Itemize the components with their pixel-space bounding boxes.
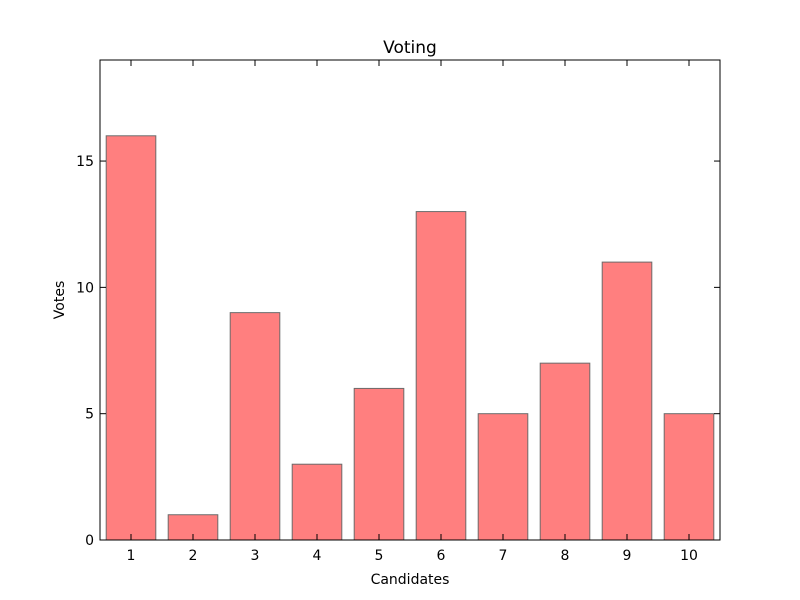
chart-title: Voting	[383, 38, 437, 58]
x-tick-label: 3	[251, 548, 260, 564]
bar-candidate-4	[291, 463, 343, 541]
bar-candidate-3	[229, 312, 281, 541]
y-axis-label: Votes	[52, 281, 68, 319]
bars-group	[105, 135, 715, 541]
bar-candidate-6	[415, 211, 467, 541]
y-tick-label: 5	[85, 407, 94, 423]
y-axis-ticks: 0 5 10 15	[76, 154, 720, 549]
x-axis-ticks: 1 2 3 4 5 6 7 8 9 10	[127, 60, 698, 564]
x-tick-label: 6	[437, 548, 446, 564]
bar-candidate-8	[539, 362, 591, 541]
x-tick-label: 7	[499, 548, 508, 564]
x-tick-label: 9	[623, 548, 632, 564]
plot-frame	[99, 59, 721, 541]
bar-candidate-10	[663, 413, 715, 541]
bar-candidate-1	[105, 135, 157, 541]
x-tick-label: 8	[561, 548, 570, 564]
bar-candidate-7	[477, 413, 529, 541]
x-tick-label: 4	[313, 548, 322, 564]
bar-candidate-9	[601, 261, 653, 541]
x-tick-label: 1	[127, 548, 136, 564]
y-tick-label: 15	[76, 154, 94, 170]
x-tick-label: 2	[189, 548, 198, 564]
x-tick-label: 5	[375, 548, 384, 564]
x-axis-label: Candidates	[371, 572, 450, 588]
x-tick-label: 10	[680, 548, 698, 564]
y-tick-label: 10	[76, 280, 94, 296]
bar-candidate-5	[353, 387, 405, 541]
y-tick-label: 0	[85, 533, 94, 549]
